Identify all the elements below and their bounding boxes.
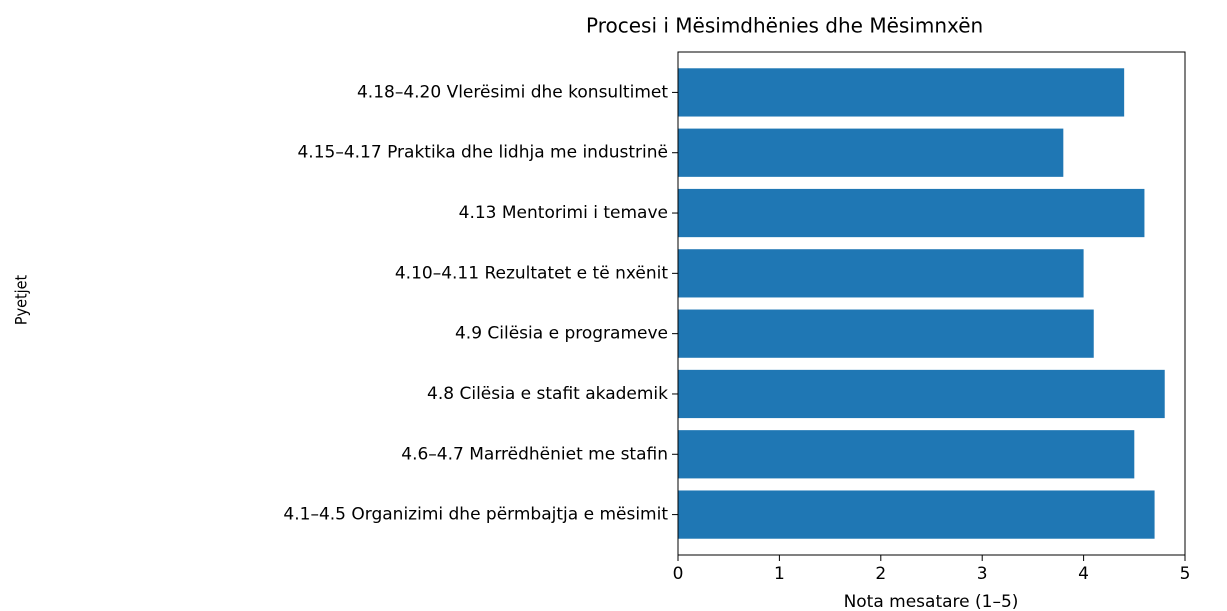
y-tick-label: 4.18–4.20 Vlerësimi dhe konsultimet bbox=[357, 82, 668, 102]
plot-frame bbox=[677, 51, 1186, 556]
chart-title: Procesi i Mësimdhënies dhe Mësimnxën bbox=[586, 14, 983, 38]
bar bbox=[678, 128, 1064, 177]
bar bbox=[678, 430, 1135, 479]
bar bbox=[678, 369, 1165, 419]
x-tick-label: 5 bbox=[1180, 564, 1191, 584]
y-tick-label: 4.9 Cilësia e programeve bbox=[455, 324, 668, 344]
x-tick-label: 4 bbox=[1078, 564, 1089, 584]
x-tick-label: 2 bbox=[875, 564, 886, 584]
y-tick-label: 4.15–4.17 Praktika dhe lidhja me industr… bbox=[297, 143, 668, 163]
bar bbox=[678, 490, 1155, 539]
bar bbox=[678, 249, 1084, 298]
y-axis-label: Pyetjet bbox=[12, 275, 31, 326]
x-tick-label: 1 bbox=[774, 564, 785, 584]
x-axis-label: Nota mesatare (1–5) bbox=[844, 592, 1019, 611]
x-tick-label: 0 bbox=[673, 564, 684, 584]
bar bbox=[678, 68, 1125, 117]
y-tick-label: 4.6–4.7 Marrëdhëniet me stafin bbox=[401, 444, 668, 464]
bar bbox=[678, 309, 1094, 358]
y-tick-label: 4.13 Mentorimi i temave bbox=[459, 203, 668, 223]
y-tick-label: 4.10–4.11 Rezultatet e të nxënit bbox=[395, 263, 668, 283]
y-tick-label: 4.8 Cilësia e stafit akademik bbox=[427, 384, 668, 404]
x-tick-label: 3 bbox=[977, 564, 988, 584]
y-tick-label: 4.1–4.5 Organizimi dhe përmbajtja e mësi… bbox=[283, 505, 668, 525]
bar bbox=[678, 188, 1145, 238]
